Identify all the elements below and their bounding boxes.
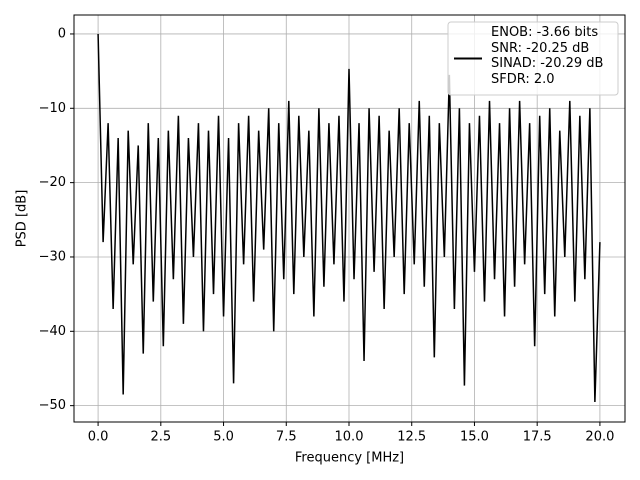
y-tick-label: −10 xyxy=(39,101,66,116)
y-tick-label: 0 xyxy=(58,26,66,41)
x-tick-label: 12.5 xyxy=(397,430,426,445)
legend-label-box: ENOB: -3.66 bits SNR: -20.25 dB SINAD: -… xyxy=(491,25,604,87)
data-line xyxy=(97,33,601,402)
y-axis-label: PSD [dB] xyxy=(15,190,30,248)
x-axis-label: Frequency [MHz] xyxy=(295,451,404,466)
y-tick-label: −50 xyxy=(39,398,66,413)
x-tick-label: 17.5 xyxy=(523,430,552,445)
x-tick-label: 5.0 xyxy=(213,430,234,445)
x-tick-label: 15.0 xyxy=(460,430,489,445)
y-tick-label: −40 xyxy=(39,324,66,339)
x-tick-label: 7.5 xyxy=(276,430,297,445)
x-tick-label: 20.0 xyxy=(585,430,614,445)
legend-box xyxy=(447,21,619,96)
y-tick-label: −30 xyxy=(39,249,66,264)
legend-label: ENOB: -3.66 bits SNR: -20.25 dB SINAD: -… xyxy=(491,25,604,87)
x-tick-label: 0.0 xyxy=(88,430,109,445)
axes-frame xyxy=(73,14,626,423)
x-tick-label: 10.0 xyxy=(335,430,364,445)
x-tick-label: 2.5 xyxy=(150,430,171,445)
y-tick-label: −20 xyxy=(39,175,66,190)
